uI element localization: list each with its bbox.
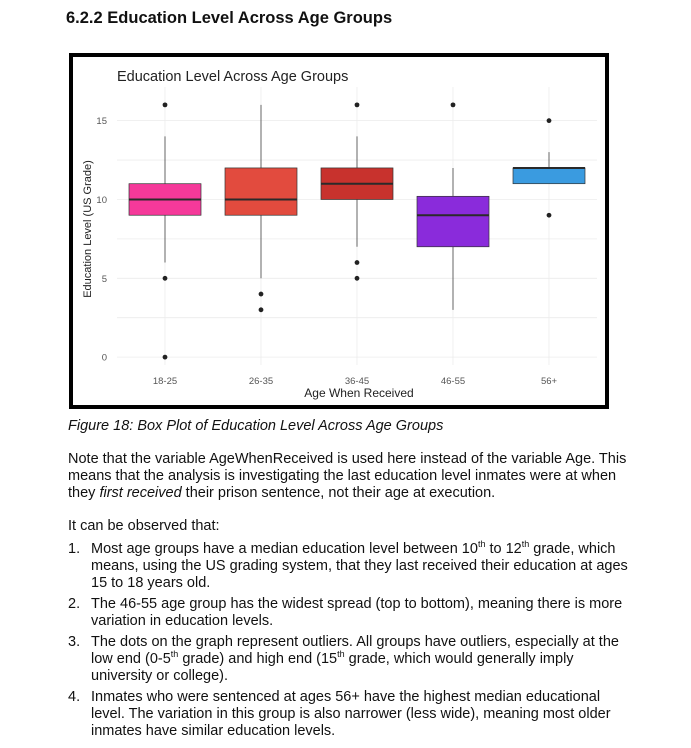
outlier-point <box>162 275 168 281</box>
y-tick-label: 5 <box>102 274 107 285</box>
figure-caption: Figure 18: Box Plot of Education Level A… <box>68 418 444 434</box>
list-item: 3. The dots on the graph represent outli… <box>68 634 628 685</box>
list-text: The 46-55 age group has the widest sprea… <box>91 596 623 629</box>
x-tick-label: 46-55 <box>441 376 465 387</box>
chart-title: Education Level Across Age Groups <box>117 69 348 85</box>
note-text-1: Note that the variable AgeWhenReceived i… <box>68 451 627 501</box>
superscript: th <box>170 649 179 660</box>
list-number: 2. <box>68 596 81 612</box>
observations-list: 1. Most age groups have a median educati… <box>68 539 628 744</box>
list-text: grade) and high end (15 <box>178 651 338 667</box>
list-number: 4. <box>68 689 81 705</box>
note-paragraph: Note that the variable AgeWhenReceived i… <box>68 451 628 502</box>
y-axis-ticks: 0 5 10 15 <box>96 116 107 363</box>
superscript: th <box>521 539 530 550</box>
iqr-box <box>416 195 490 248</box>
outlier-point <box>546 212 552 218</box>
list-text: grade, which means, using the US grading… <box>91 541 628 591</box>
outlier-point <box>258 291 264 297</box>
list-text: The dots on the graph represent outliers… <box>91 634 619 667</box>
outlier-point <box>546 118 552 124</box>
outlier-point <box>258 307 264 313</box>
superscript: th <box>477 539 486 550</box>
note-text-2: their prison sentence, not their age at … <box>181 485 496 501</box>
box-18-25 <box>128 102 202 360</box>
list-text: to 12 <box>485 541 522 557</box>
x-tick-label: 26-35 <box>249 376 273 387</box>
outlier-point <box>354 260 360 265</box>
y-tick-label: 15 <box>96 116 107 127</box>
y-tick-label: 10 <box>96 195 107 206</box>
x-tick-label: 18-25 <box>153 376 177 387</box>
section-heading: 6.2.2 Education Level Across Age Groups <box>66 9 393 27</box>
outlier-point <box>354 275 360 281</box>
box-46-55 <box>416 102 490 310</box>
outlier-point <box>162 102 168 108</box>
outlier-point <box>354 102 360 108</box>
note-emphasis: first received <box>99 485 182 501</box>
outlier-point <box>450 102 456 108</box>
observed-intro: It can be observed that: <box>68 518 220 534</box>
list-item: 2. The 46-55 age group has the widest sp… <box>68 596 628 630</box>
x-axis-ticks: 18-25 26-35 36-45 46-55 56+ <box>153 376 558 387</box>
x-tick-label: 36-45 <box>345 376 369 387</box>
list-number: 3. <box>68 634 81 650</box>
x-tick-label: 56+ <box>541 376 558 387</box>
boxes <box>128 102 586 360</box>
list-number: 1. <box>68 541 81 557</box>
iqr-box <box>512 167 586 185</box>
superscript: th <box>337 649 345 660</box>
box-36-45 <box>320 102 394 281</box>
list-text: grade, which would generally imply unive… <box>91 651 574 684</box>
boxplot-chart: Education Level Across Age Groups 0 5 10 15… <box>82 69 597 400</box>
outlier-point <box>162 354 168 360</box>
boxplot-figure: Education Level Across Age Groups 0 5 10 15… <box>69 53 609 409</box>
x-axis-label: Age When Received <box>304 386 413 400</box>
list-item: 4. Inmates who were sentenced at ages 56… <box>68 689 628 740</box>
box-56+ <box>512 118 586 218</box>
y-tick-label: 0 <box>102 353 107 364</box>
y-axis-label: Education Level (US Grade) <box>82 160 94 298</box>
iqr-box <box>224 167 298 216</box>
list-text: Most age groups have a median education … <box>91 541 478 557</box>
box-26-35 <box>224 104 298 313</box>
list-text: Inmates who were sentenced at ages 56+ h… <box>91 689 611 739</box>
list-item: 1. Most age groups have a median educati… <box>68 539 628 592</box>
